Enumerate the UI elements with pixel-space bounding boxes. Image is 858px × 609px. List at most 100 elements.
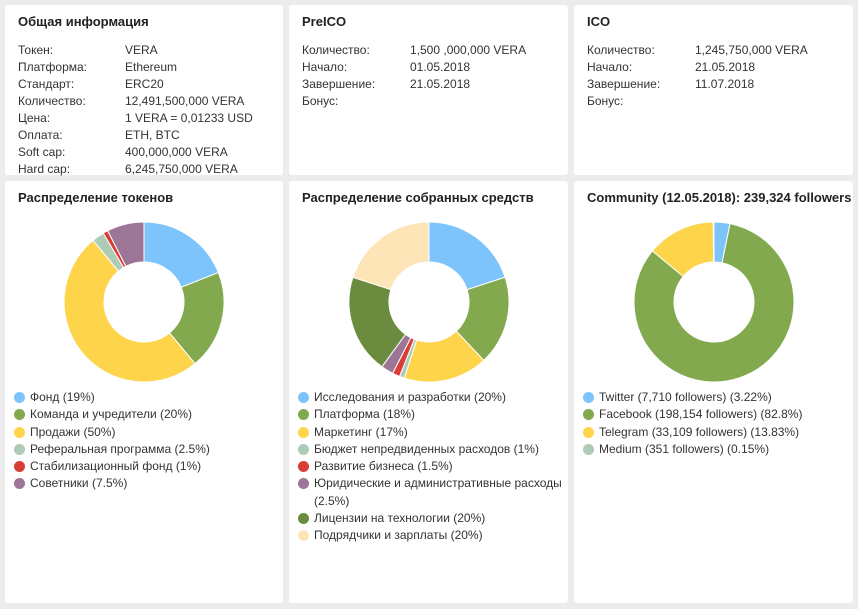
info-value: 1 VERA = 0,01233 USD <box>125 111 253 125</box>
info-value: 1,500 ,000,000 VERA <box>410 43 527 57</box>
general-info-rows: Токен: VERA Платформа: Ethereum Стандарт: ERC… <box>18 42 283 178</box>
legend-label: Исследования и разработки (20%) <box>314 390 506 404</box>
info-value: 21.05.2018 <box>410 77 471 91</box>
info-key: Начало: <box>587 60 633 74</box>
info-row: Завершение: 11.07.2018 <box>587 76 853 93</box>
legend-dot-icon <box>14 478 25 490</box>
legend-dot-icon <box>298 426 309 438</box>
legend-dot-icon <box>14 461 25 473</box>
legend-label: Развитие бизнеса (1.5%) <box>314 459 453 474</box>
legend-dot-icon <box>14 409 25 421</box>
legend-dot-icon <box>14 392 25 403</box>
legend-item: Исследования и разработки (20%) <box>298 389 562 406</box>
ico-rows: Количество: 1,245,750,000 VERA Начало: 21.0… <box>587 42 853 110</box>
info-value: 11.07.2018 <box>695 77 755 91</box>
info-value: 1,245,750,000 VERA <box>695 43 808 57</box>
info-value: VERA <box>125 43 158 57</box>
legend-label: Советники (7.5%) <box>30 476 128 491</box>
info-key: Hard cap: <box>18 162 71 176</box>
info-row: Hard cap: 6,245,750,000 VERA <box>18 161 283 178</box>
funds-distribution-svg <box>348 221 510 383</box>
donut-slice <box>352 221 430 291</box>
legend-dot-icon <box>298 409 309 421</box>
legend-label: Платформа (18%) <box>314 407 416 422</box>
info-value: 400,000,000 VERA <box>125 145 228 159</box>
token-distribution-title: Распределение токенов <box>18 190 174 205</box>
legend-label: Twitter (7,710 followers) (3.22%) <box>599 390 772 404</box>
legend-item: Стабилизационный фонд (1%) <box>14 458 277 475</box>
legend-dot-icon <box>298 392 309 403</box>
info-key: Количество: <box>302 43 370 57</box>
general-info-card: Общая информация Токен: VERA Платформа: Eth… <box>5 5 283 178</box>
legend-dot-icon <box>583 443 594 455</box>
info-row: Soft cap: 400,000,000 VERA <box>18 144 283 161</box>
legend-label: Маркетинг (17%) <box>314 424 408 439</box>
legend-item: Фонд (19%) <box>14 389 277 406</box>
legend-item: Реферальная программа (2.5%) <box>14 441 277 458</box>
preico-card: PreICO Количество: 1,500 ,000,000 VERA Нач… <box>289 5 568 175</box>
info-key: Бонус: <box>302 94 339 108</box>
funds-distribution-card: Распределение собранных средств Исследов… <box>289 181 568 603</box>
legend-label: Стабилизационный фонд (1%) <box>30 459 202 474</box>
info-row: Количество: 1,245,750,000 VERA <box>587 42 853 59</box>
info-key: Количество: <box>587 43 655 57</box>
legend-dot-icon <box>298 443 309 455</box>
legend-dot-icon <box>298 530 309 542</box>
legend-item: Telegram (33,109 followers) (13.83%) <box>583 424 847 441</box>
legend-label: Реферальная программа (2.5%) <box>30 441 210 456</box>
ico-title: ICO <box>587 14 611 29</box>
donut-slice <box>633 223 795 383</box>
info-key: Завершение: <box>302 77 376 91</box>
donut-slice <box>107 221 145 268</box>
legend-item: Facebook (198,154 followers) (82.8%) <box>583 406 847 423</box>
token-distribution-legend: Фонд (19%) Команда и учредители (20%) Прод… <box>14 389 277 493</box>
info-row: Завершение: 21.05.2018 <box>302 76 568 93</box>
info-key: Токен: <box>18 43 54 57</box>
info-key: Завершение: <box>587 77 661 91</box>
ico-card: ICO Количество: 1,245,750,000 VERA Начало:… <box>574 5 853 175</box>
donut-slice <box>63 239 196 383</box>
info-row: Количество: 1,500 ,000,000 VERA <box>302 42 568 59</box>
legend-label: Facebook (198,154 followers) (82.8%) <box>599 407 803 422</box>
legend-label: Команда и учредители (20%) <box>30 407 192 422</box>
info-value: 21.05.2018 <box>695 60 756 74</box>
info-key: Начало: <box>302 60 348 74</box>
info-row: Платформа: Ethereum <box>18 59 283 76</box>
legend-item: Twitter (7,710 followers) (3.22%) <box>583 389 847 406</box>
info-value: 12,491,500,000 VERA <box>125 94 245 108</box>
funds-distribution-legend: Исследования и разработки (20%) Платформа… <box>298 389 562 545</box>
info-row: Бонус: <box>302 93 568 110</box>
info-value: 01.05.2018 <box>410 60 471 74</box>
info-row: Цена: 1 VERA = 0,01233 USD <box>18 110 283 127</box>
donut-slice <box>428 221 506 291</box>
legend-dot-icon <box>298 513 309 525</box>
legend-item: Советники (7.5%) <box>14 475 277 492</box>
info-row: Бонус: <box>587 93 853 110</box>
legend-label: Подрядчики и зарплаты (20%) <box>314 528 483 543</box>
legend-item: Развитие бизнеса (1.5%) <box>298 458 562 475</box>
info-key: Количество: <box>18 94 86 108</box>
legend-label: Юридические и административные расходы (… <box>314 476 562 508</box>
info-key: Стандарт: <box>18 77 75 91</box>
legend-item: Команда и учредители (20%) <box>14 406 277 423</box>
legend-dot-icon <box>14 443 25 455</box>
legend-item: Medium (351 followers) (0.15%) <box>583 441 847 458</box>
legend-label: Лицензии на технологии (20%) <box>314 511 486 526</box>
info-key: Цена: <box>18 111 51 125</box>
info-value: ERC20 <box>125 77 164 91</box>
legend-item: Бюджет непредвиденных расходов (1%) <box>298 441 562 458</box>
legend-item: Продажи (50%) <box>14 424 277 441</box>
community-svg <box>633 221 795 383</box>
info-value: 6,245,750,000 VERA <box>125 162 238 176</box>
community-donut <box>629 217 799 387</box>
info-row: Начало: 21.05.2018 <box>587 59 853 76</box>
legend-item: Маркетинг (17%) <box>298 424 562 441</box>
token-distribution-card: Распределение токенов Фонд (19%) Команда … <box>5 181 283 603</box>
legend-dot-icon <box>583 426 594 438</box>
legend-dot-icon <box>583 392 594 403</box>
info-key: Бонус: <box>587 94 624 108</box>
info-value: Ethereum <box>125 60 178 74</box>
legend-dot-icon <box>298 461 309 473</box>
info-row: Токен: VERA <box>18 42 283 59</box>
legend-label: Telegram (33,109 followers) (13.83%) <box>599 424 800 439</box>
